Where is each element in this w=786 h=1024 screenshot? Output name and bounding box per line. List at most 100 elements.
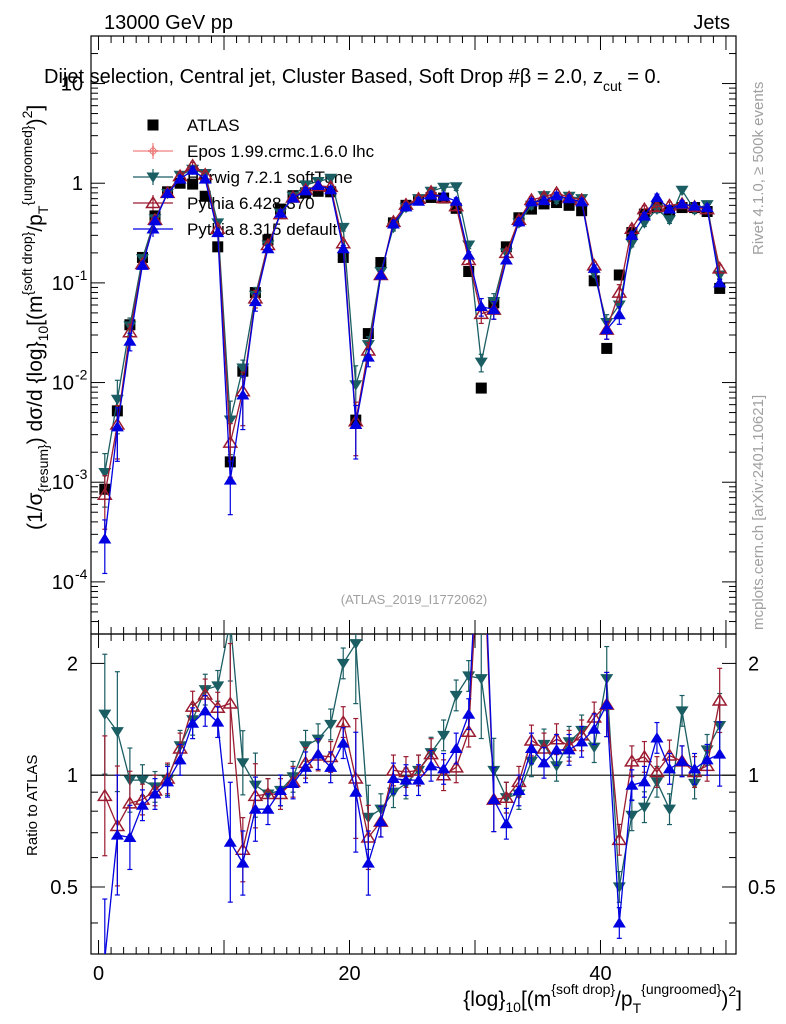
pythia-8-315-default-point [324, 183, 338, 195]
herwig-7-2-1-softtune-point [336, 222, 350, 234]
pythia-8-315-default-ratio-point [324, 761, 338, 772]
pythia-8-315-default-point [424, 189, 438, 200]
pythia-8-315-default-ratio-point [311, 748, 325, 759]
pythia-8-315-default-ratio-point [424, 759, 438, 771]
energy-label: 13000 GeV pp [104, 12, 233, 34]
pythia-6-428-370-point [222, 435, 239, 448]
pythia-8-315-default-point [299, 184, 313, 196]
pythia-8-315-default-ratio-point [361, 857, 375, 868]
atlas-point [475, 382, 487, 394]
pythia-6-428-370-ratio-point [222, 696, 239, 709]
pythia-8-315-default-point [98, 533, 112, 544]
pythia-8-315-default-ratio-point [537, 756, 551, 768]
pythia-8-315-default-ratio-point [587, 723, 601, 734]
y-tick-label: 10 [52, 373, 74, 395]
legend-label: Epos 1.99.crmc.1.6.0 lhc [187, 142, 375, 161]
x-tick-label: 20 [338, 963, 360, 985]
pythia-8-315-default-ratio-point [437, 763, 451, 774]
pythia-8-315-default-point [675, 198, 689, 209]
pythia-8-315-default-ratio-point [223, 836, 237, 847]
pythia-6-428-370-point [649, 199, 665, 213]
pythia-6-428-370-ratio-line [104, 634, 721, 850]
pythia-8-315-default-ratio-point [236, 857, 250, 868]
pythia-8-315-default-point [248, 295, 262, 307]
pythia-8-315-default-point [688, 200, 702, 211]
pythia-8-315-default-point [550, 189, 564, 201]
pythia-8-315-default-point [386, 218, 400, 229]
pythia-8-315-default-point [123, 335, 137, 346]
pythia-6-428-370-legend-marker [145, 195, 161, 209]
herwig-7-2-1-softtune-ratio-point [336, 658, 350, 670]
pythia-8-315-default-ratio-point [374, 815, 388, 827]
pythia-8-315-default-ratio-point [688, 763, 702, 774]
pythia-8-315-default-point [236, 389, 250, 400]
pythia-8-315-default-ratio-point [273, 784, 287, 795]
pythia-8-315-default-point [110, 420, 124, 432]
pythia-8-315-default-point [713, 277, 727, 288]
atlas-point [199, 190, 211, 202]
pythia-8-315-default-point [399, 200, 413, 212]
main-data-layer [96, 158, 728, 575]
herwig-7-2-1-softtune-point [675, 185, 689, 197]
herwig-7-2-1-softtune-ratio-line [104, 634, 721, 888]
pythia-8-315-default-point [223, 474, 237, 485]
analysis-watermark: (ATLAS_2019_I1772062) [341, 592, 487, 607]
pythia-8-315-default-ratio-point [650, 732, 664, 743]
y-tick-label: 1 [72, 173, 83, 195]
pythia-8-315-default-ratio-point [637, 775, 651, 787]
herwig-7-2-1-softtune-point [324, 173, 338, 185]
pythia-6-428-370-point [711, 261, 728, 274]
selection-title-sub: cut [603, 78, 622, 94]
pythia-8-315-default-point [148, 214, 162, 226]
pythia-6-428-370-ratio-point [611, 832, 628, 846]
pythia-6-428-370-line [104, 164, 721, 495]
x-tick-label: 40 [589, 963, 611, 985]
herwig-7-2-1-softtune-ratio-point [637, 802, 651, 814]
pythia-8-315-default-point [562, 192, 576, 204]
herwig-7-2-1-softtune-point [625, 238, 639, 250]
pythia-8-315-default-ratio-point [449, 742, 463, 754]
herwig-7-2-1-softtune-ratio-point [349, 639, 363, 650]
atlas-point [576, 205, 588, 217]
svg-text:(1/σ{resum}) dσ/d {log}10[(m{s: (1/σ{resum}) dσ/d {log}10[(m{soft drop}/… [19, 105, 51, 530]
pythia-8-315-default-point [462, 249, 476, 260]
pythia-6-428-370-ratio-point [448, 760, 465, 773]
herwig-7-2-1-softtune-ratio-point [550, 761, 564, 772]
pythia-8-315-default-point [499, 254, 513, 265]
pythia-6-428-370-ratio-point [711, 693, 728, 706]
pythia-8-315-default-point [575, 196, 589, 207]
atlas-point [187, 178, 199, 190]
ratio-tick-label-right: 2 [748, 653, 759, 675]
pythia-8-315-default-ratio-point [512, 784, 526, 795]
pythia-8-315-default-point [311, 179, 325, 190]
ratio-panel-frame [90, 633, 737, 955]
pythia-8-315-default-point [587, 262, 601, 273]
herwig-7-2-1-softtune-ratio-point [625, 810, 639, 822]
rivet-side-label: Rivet 4.1.0, ≥ 500k events [750, 82, 767, 255]
pythia-8-315-default-ratio-point [499, 817, 513, 829]
pythia-8-315-default-ratio-point [600, 698, 614, 710]
atlas-point [463, 266, 475, 278]
ratio-y-axis-label: Ratio to ATLAS [24, 755, 41, 856]
selection-title-value: = 0. [622, 66, 661, 88]
legend-label: Herwig 7.2.1 softTune [187, 168, 353, 187]
herwig-7-2-1-softtune-ratio-point [299, 741, 313, 752]
pythia-8-315-default-point [700, 201, 714, 213]
herwig-7-2-1-softtune-ratio-point [110, 727, 124, 738]
pythia-8-315-default-point [474, 300, 488, 312]
pythia-6-428-370-point [96, 487, 113, 500]
pythia-6-428-370-ratio-point [498, 790, 515, 803]
atlas-point [312, 185, 324, 197]
x-tick-label: 0 [93, 963, 104, 985]
main-y-axis-label: (1/σ{resum}) dσ/d {log}10[(m{soft drop}/… [19, 105, 51, 530]
y-tick-exponent: -2 [75, 367, 88, 383]
pythia-8-315-default-ratio-point [173, 753, 187, 765]
atlas-point [613, 269, 625, 281]
pythia-8-315-default-point [662, 203, 676, 214]
pythia-6-428-370-ratio-point [96, 788, 113, 802]
pythia-8-315-default-ratio-point [261, 803, 275, 814]
herwig-7-2-1-softtune-point [449, 182, 463, 193]
atlas-point [588, 275, 600, 287]
pythia-8-315-default-point [412, 195, 426, 206]
